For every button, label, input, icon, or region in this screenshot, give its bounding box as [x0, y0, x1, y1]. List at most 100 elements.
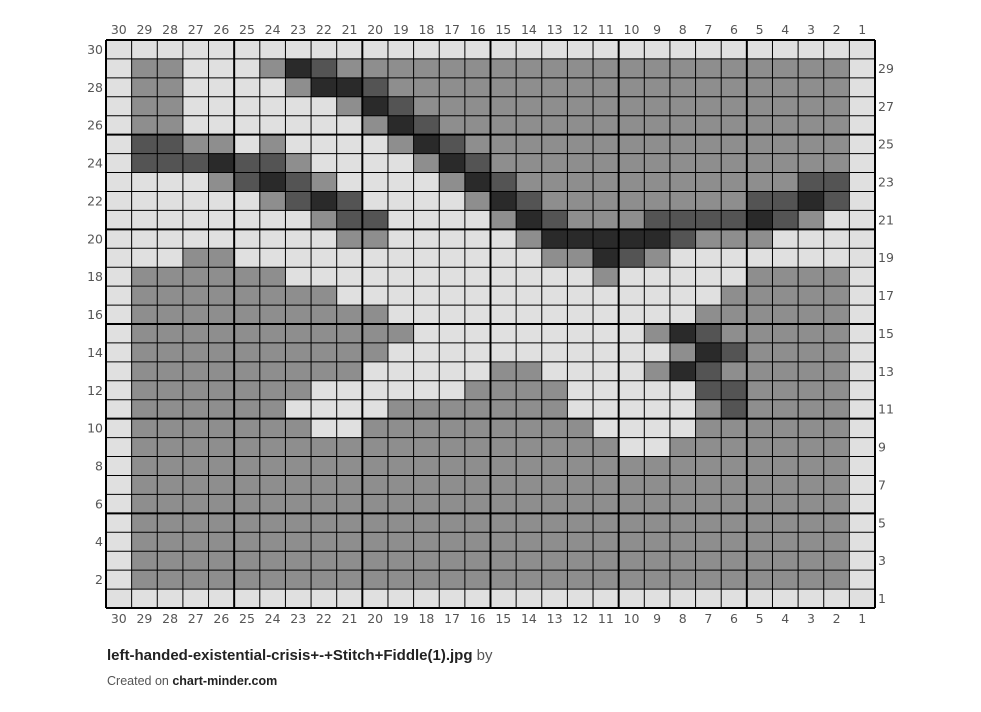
- chart-cell: [234, 513, 260, 533]
- chart-cell: [618, 77, 645, 97]
- chart-cell: [413, 210, 440, 230]
- chart-cell: [208, 324, 235, 343]
- chart-cell: [721, 532, 747, 552]
- column-label-bottom: 10: [624, 611, 640, 626]
- chart-cell: [285, 210, 312, 230]
- chart-cell: [464, 513, 491, 533]
- chart-cell: [362, 570, 388, 590]
- chart-cell: [541, 153, 568, 173]
- chart-cell: [234, 267, 260, 287]
- chart-cell: [644, 570, 670, 590]
- chart-cell: [798, 172, 824, 192]
- chart-cell: [541, 210, 568, 230]
- chart-cell: [336, 380, 363, 400]
- chart-cell: [285, 399, 312, 419]
- chart-cell: [593, 305, 619, 324]
- chart-cell: [823, 342, 850, 362]
- chart-cell: [413, 172, 440, 192]
- chart-cell: [362, 361, 388, 381]
- column-label-bottom: 7: [704, 611, 712, 626]
- chart-cell: [695, 456, 722, 476]
- chart-cell: [413, 77, 440, 97]
- chart-cell: [849, 134, 875, 154]
- chart-cell: [311, 305, 337, 324]
- chart-cell: [208, 286, 235, 306]
- column-label-bottom: 9: [653, 611, 661, 626]
- chart-cell: [259, 96, 286, 116]
- chart-cell: [490, 115, 517, 135]
- chart-cell: [772, 134, 799, 154]
- chart-cell: [439, 380, 465, 400]
- chart-cell: [387, 96, 414, 116]
- column-label-bottom: 19: [393, 611, 409, 626]
- chart-cell: [618, 58, 645, 78]
- chart-cell: [182, 305, 209, 324]
- chart-cell: [746, 58, 773, 78]
- chart-cell: [311, 437, 337, 457]
- chart-cell: [106, 40, 132, 59]
- chart-cell: [618, 494, 645, 514]
- chart-cell: [311, 324, 337, 343]
- chart-cell: [798, 551, 824, 571]
- chart-cell: [157, 191, 183, 211]
- chart-cell: [259, 210, 286, 230]
- chart-cell: [157, 342, 183, 362]
- chart-cell: [849, 399, 875, 419]
- chart-cell: [772, 210, 799, 230]
- chart-cell: [208, 342, 235, 362]
- site-link[interactable]: chart-minder.com: [172, 674, 278, 688]
- chart-cell: [618, 342, 645, 362]
- chart-cell: [208, 210, 235, 230]
- chart-cell: [516, 210, 542, 230]
- chart-cell: [311, 494, 337, 514]
- chart-cell: [234, 134, 260, 154]
- chart-cell: [208, 532, 235, 552]
- chart-cell: [285, 456, 312, 476]
- chart-cell: [387, 570, 414, 590]
- chart-cell: [593, 58, 619, 78]
- chart-cell: [131, 248, 158, 268]
- chart-cell: [644, 229, 670, 249]
- chart-cell: [131, 361, 158, 381]
- chart-cell: [644, 115, 670, 135]
- chart-cell: [490, 589, 517, 608]
- chart-cell: [567, 532, 594, 552]
- chart-cell: [259, 305, 286, 324]
- chart-cell: [849, 58, 875, 78]
- chart-cell: [439, 267, 465, 287]
- chart-cell: [798, 58, 824, 78]
- chart-cell: [464, 153, 491, 173]
- chart-cell: [516, 418, 542, 438]
- chart-cell: [387, 305, 414, 324]
- chart-cell: [336, 115, 363, 135]
- chart-cell: [516, 134, 542, 154]
- chart-cell: [618, 418, 645, 438]
- chart-cell: [593, 418, 619, 438]
- chart-cell: [311, 589, 337, 608]
- chart-cell: [746, 248, 773, 268]
- chart-cell: [772, 286, 799, 306]
- chart-cell: [285, 513, 312, 533]
- chart-cell: [157, 229, 183, 249]
- chart-cell: [234, 58, 260, 78]
- chart-cell: [567, 589, 594, 608]
- chart-cell: [131, 210, 158, 230]
- chart-cell: [362, 40, 388, 59]
- chart-cell: [746, 134, 773, 154]
- chart-cell: [798, 361, 824, 381]
- chart-cell: [772, 399, 799, 419]
- chart-cell: [798, 96, 824, 116]
- chart-cell: [259, 589, 286, 608]
- chart-cell: [798, 532, 824, 552]
- chart-cell: [106, 475, 132, 495]
- chart-cell: [823, 513, 850, 533]
- chart-cell: [157, 551, 183, 571]
- chart-cell: [285, 172, 312, 192]
- chart-cell: [823, 210, 850, 230]
- chart-cell: [259, 286, 286, 306]
- chart-cell: [772, 456, 799, 476]
- chart-cell: [516, 191, 542, 211]
- chart-cell: [208, 58, 235, 78]
- chart-cell: [157, 134, 183, 154]
- column-label-top: 2: [833, 22, 841, 37]
